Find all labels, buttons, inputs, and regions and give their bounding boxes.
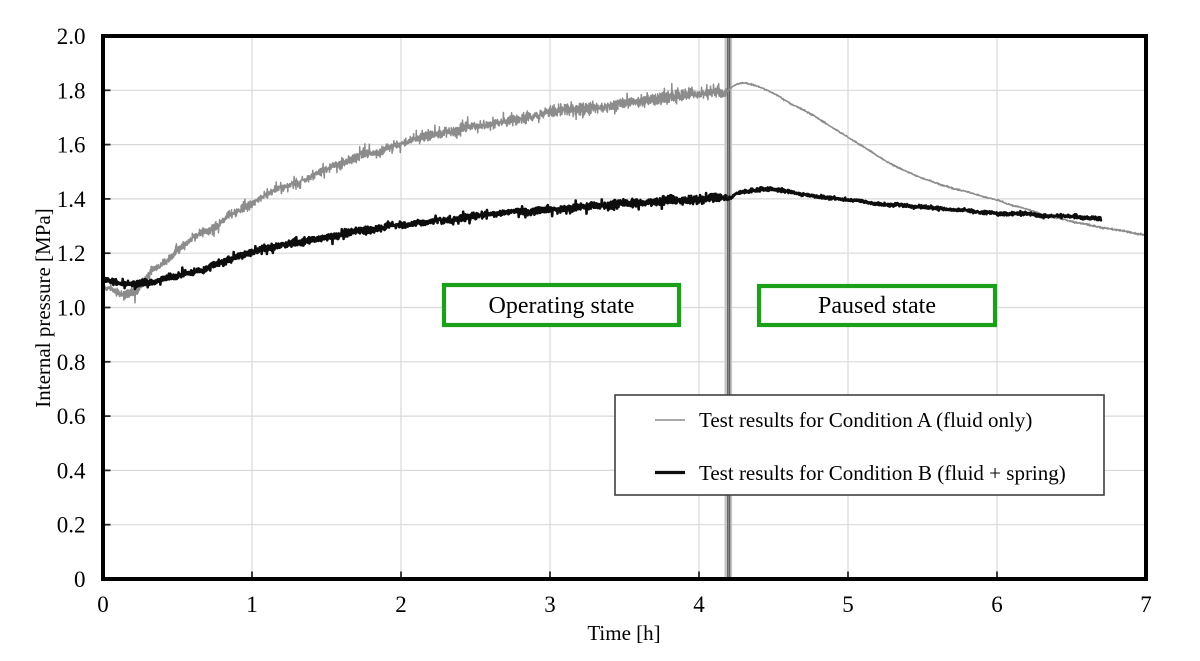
svg-text:1.0: 1.0 bbox=[57, 296, 86, 321]
svg-text:2: 2 bbox=[395, 592, 407, 617]
svg-text:0.8: 0.8 bbox=[57, 350, 86, 375]
svg-text:0: 0 bbox=[74, 567, 86, 592]
svg-text:1: 1 bbox=[246, 592, 258, 617]
svg-text:2.0: 2.0 bbox=[57, 24, 86, 49]
svg-text:Operating state: Operating state bbox=[489, 293, 635, 319]
svg-text:7: 7 bbox=[1140, 592, 1152, 617]
svg-text:6: 6 bbox=[991, 592, 1003, 617]
svg-text:3: 3 bbox=[544, 592, 556, 617]
svg-text:Paused state: Paused state bbox=[818, 293, 936, 319]
svg-text:1.2: 1.2 bbox=[57, 241, 86, 266]
svg-text:Test results for Condition B (: Test results for Condition B (fluid + sp… bbox=[699, 461, 1066, 485]
svg-text:0.6: 0.6 bbox=[57, 404, 86, 429]
svg-text:1.6: 1.6 bbox=[57, 133, 86, 158]
svg-text:1.8: 1.8 bbox=[57, 78, 86, 103]
svg-text:0: 0 bbox=[97, 592, 109, 617]
svg-text:5: 5 bbox=[842, 592, 854, 617]
svg-text:0.2: 0.2 bbox=[57, 513, 86, 538]
svg-text:4: 4 bbox=[693, 592, 705, 617]
svg-text:Test results for Condition A (: Test results for Condition A (fluid only… bbox=[699, 408, 1032, 432]
svg-text:0.4: 0.4 bbox=[57, 458, 86, 483]
svg-text:Internal pressure [MPa]: Internal pressure [MPa] bbox=[31, 208, 55, 407]
svg-text:Time [h]: Time [h] bbox=[587, 621, 660, 645]
svg-text:1.4: 1.4 bbox=[57, 187, 86, 212]
